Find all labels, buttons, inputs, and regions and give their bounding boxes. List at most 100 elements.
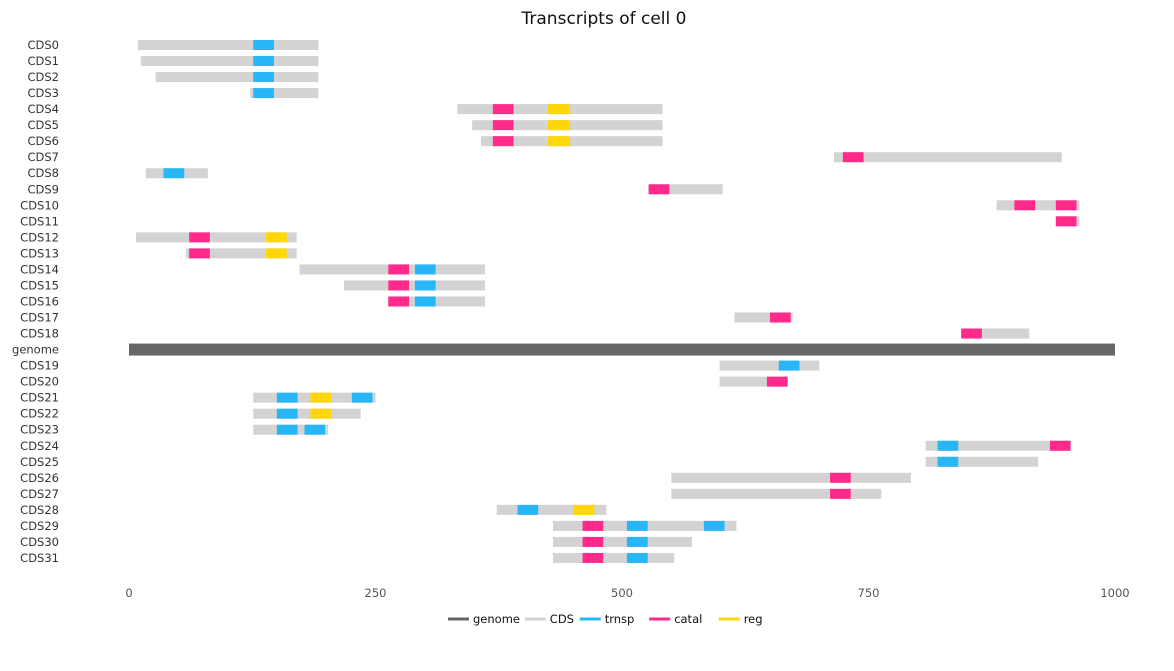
cds-bar (481, 136, 663, 147)
transcript-row-cds6: CDS6 (27, 134, 663, 148)
transcript-row-cds12: CDS12 (20, 230, 297, 244)
transcript-row-cds30: CDS30 (20, 535, 693, 549)
reg-domain (548, 120, 570, 131)
x-tick-label: 0 (125, 586, 132, 600)
legend-item-catal: catal (649, 612, 702, 626)
transcript-row-cds23: CDS23 (20, 423, 329, 437)
catal-domain (1049, 440, 1071, 451)
transcript-row-genome: genome (12, 343, 1115, 357)
trnsp-domain (626, 520, 648, 531)
transcript-row-cds28: CDS28 (20, 503, 607, 517)
transcript-row-cds15: CDS15 (20, 278, 485, 292)
legend-item-genome: genome (448, 612, 520, 626)
row-label: CDS30 (20, 535, 59, 549)
trnsp-domain (517, 504, 539, 515)
cds-bar (155, 72, 319, 83)
cds-bar (250, 88, 319, 99)
reg-domain (548, 104, 570, 115)
catal-domain (388, 280, 410, 291)
trnsp-domain (626, 536, 648, 547)
transcript-row-cds24: CDS24 (20, 439, 1071, 453)
transcript-row-cds17: CDS17 (20, 311, 793, 325)
catal-domain (388, 264, 410, 275)
reg-domain (266, 232, 287, 243)
transcript-row-cds8: CDS8 (27, 166, 208, 180)
catal-domain (189, 232, 210, 243)
cds-bar (671, 472, 911, 483)
cds-bar (552, 536, 693, 547)
transcript-row-cds3: CDS3 (27, 86, 319, 100)
row-label: CDS0 (27, 38, 59, 52)
row-label: CDS26 (20, 471, 59, 485)
row-label: CDS13 (20, 246, 59, 260)
row-label: CDS31 (20, 551, 59, 565)
legend-label: trnsp (605, 612, 635, 626)
trnsp-domain (351, 392, 373, 403)
legend-label: catal (674, 612, 702, 626)
trnsp-domain (414, 264, 436, 275)
row-label: CDS19 (20, 359, 59, 373)
cds-bar (496, 504, 607, 515)
x-tick-label: 250 (365, 586, 387, 600)
cds-bar (925, 440, 1071, 451)
reg-domain (573, 504, 595, 515)
trnsp-domain (937, 440, 959, 451)
transcript-row-cds4: CDS4 (27, 102, 663, 116)
chart-title: Transcripts of cell 0 (521, 9, 687, 29)
trnsp-domain (414, 296, 436, 307)
cds-bar (996, 200, 1080, 211)
legend-item-trnsp: trnsp (579, 612, 635, 626)
transcript-row-cds20: CDS20 (20, 375, 788, 389)
trnsp-domain (253, 56, 274, 67)
row-label: CDS27 (20, 487, 59, 501)
cds-bar (833, 152, 1062, 163)
trnsp-domain (414, 280, 436, 291)
row-label: CDS12 (20, 230, 59, 244)
row-label: CDS24 (20, 439, 59, 453)
cds-bar (343, 280, 485, 291)
trnsp-domain (626, 552, 648, 563)
row-label: CDS28 (20, 503, 59, 517)
catal-domain (961, 328, 982, 339)
trnsp-domain (253, 40, 274, 50)
row-label: CDS11 (20, 214, 59, 228)
transcript-row-cds31: CDS31 (20, 551, 675, 565)
transcript-row-cds18: CDS18 (20, 327, 1030, 341)
catal-domain (1014, 200, 1036, 211)
transcript-row-cds14: CDS14 (20, 262, 485, 276)
transcript-row-cds22: CDS22 (20, 407, 361, 421)
row-label: CDS3 (27, 86, 59, 100)
trnsp-domain (276, 392, 298, 403)
catal-domain (388, 296, 410, 307)
catal-domain (1055, 216, 1077, 227)
row-label: CDS14 (20, 262, 59, 276)
trnsp-domain (937, 456, 959, 467)
cds-bar (552, 552, 675, 563)
legend-item-reg: reg (718, 612, 763, 626)
reg-domain (266, 248, 287, 259)
x-axis: 0 250 500 750 1000 (125, 586, 1129, 600)
row-label: CDS25 (20, 455, 59, 469)
catal-domain (582, 520, 604, 531)
transcript-row-cds10: CDS10 (20, 198, 1080, 212)
reg-domain (310, 392, 332, 403)
reg-domain (310, 408, 332, 419)
legend-label: reg (744, 612, 763, 626)
cds-bar (734, 312, 793, 323)
trnsp-domain (703, 520, 725, 531)
trnsp-domain (253, 72, 274, 83)
legend-item-cds: CDS (524, 612, 574, 626)
catal-domain (582, 536, 604, 547)
row-label: genome (12, 343, 59, 357)
catal-domain (1055, 200, 1077, 211)
catal-domain (492, 136, 514, 147)
x-tick-label: 500 (611, 586, 633, 600)
transcript-row-cds27: CDS27 (20, 487, 882, 501)
cds-bar (137, 40, 319, 50)
trnsp-domain (276, 424, 298, 435)
catal-domain (492, 104, 514, 115)
row-label: CDS4 (27, 102, 59, 116)
x-tick-label: 1000 (1100, 586, 1129, 600)
catal-domain (766, 376, 788, 387)
